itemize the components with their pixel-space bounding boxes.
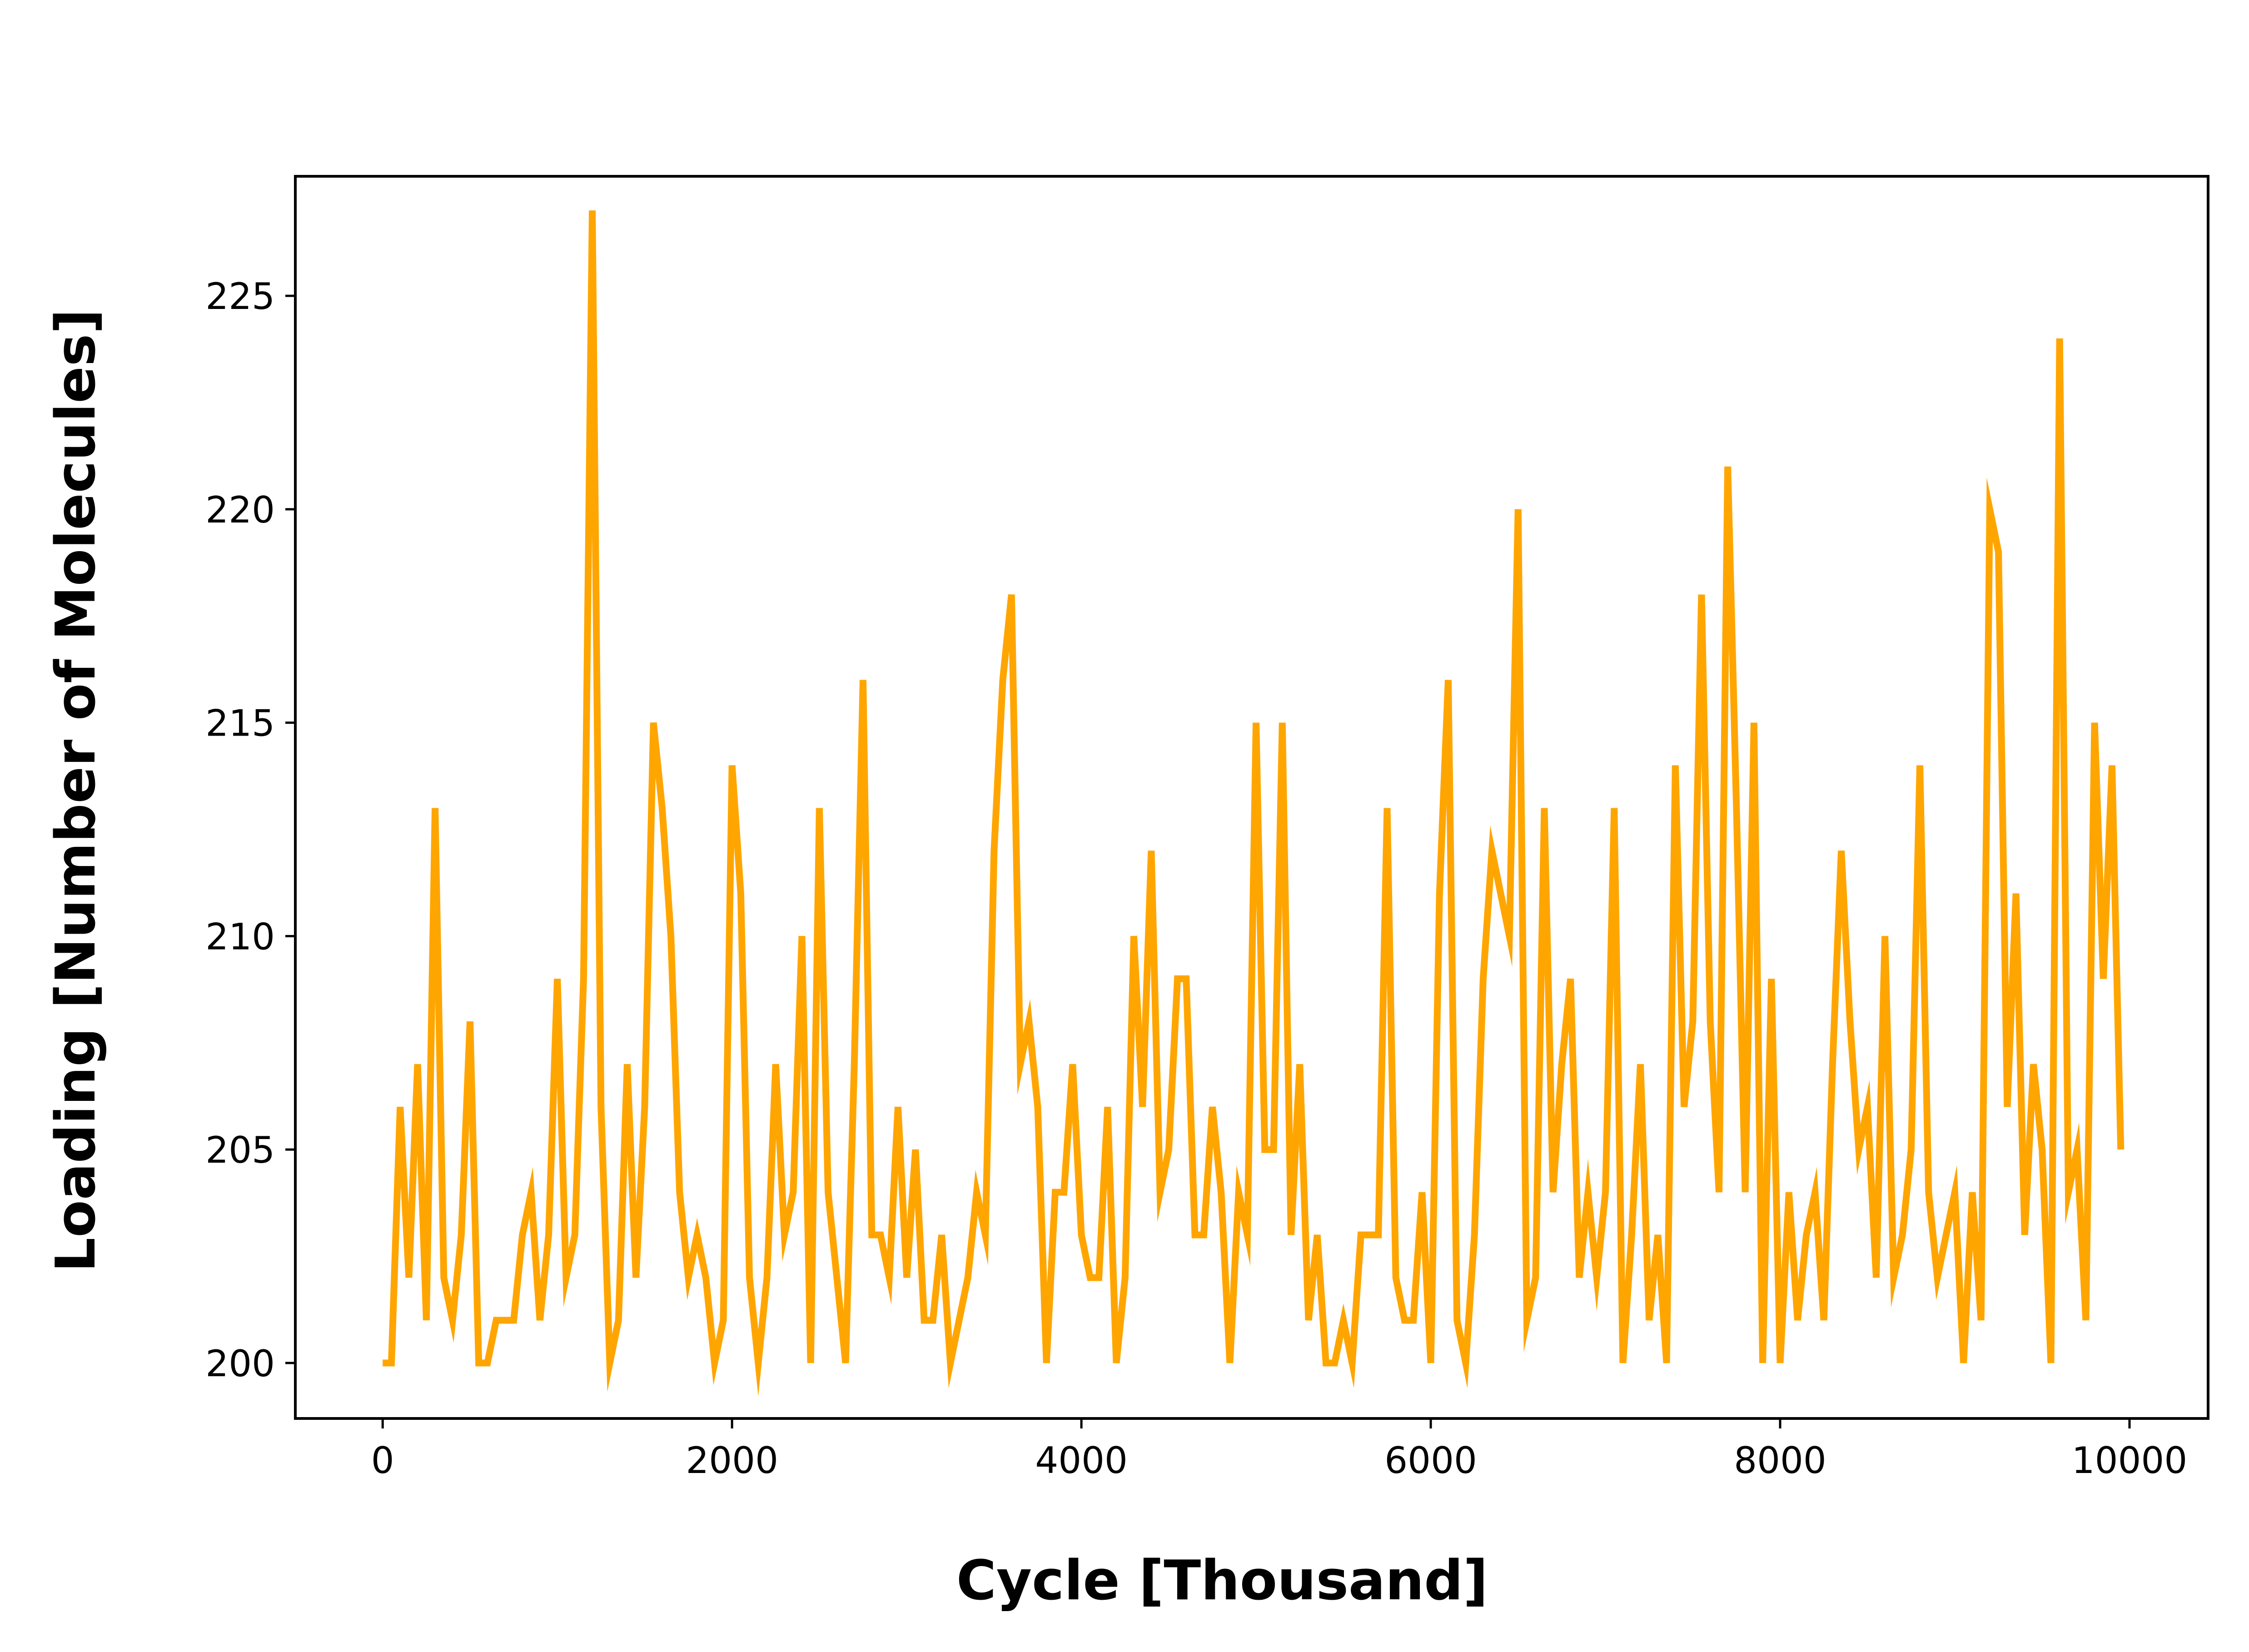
plot-area xyxy=(383,210,2125,1397)
y-axis-ticks: 200 205 210 215 220 225 xyxy=(205,275,295,1385)
x-tick-label: 0 xyxy=(371,1439,394,1482)
x-axis-ticks: 0 2000 4000 6000 8000 10000 xyxy=(371,1418,2187,1482)
x-tick-label: 2000 xyxy=(686,1439,778,1482)
y-tick-label: 220 xyxy=(205,489,275,531)
x-axis-title: Cycle [Thousand] xyxy=(956,1549,1488,1612)
y-tick-label: 205 xyxy=(205,1129,275,1171)
y-tick-label: 200 xyxy=(205,1343,275,1385)
x-tick-label: 10000 xyxy=(2072,1439,2188,1482)
x-tick-label: 6000 xyxy=(1384,1439,1477,1482)
y-tick-label: 210 xyxy=(205,916,275,958)
y-axis-title: Loading [Number of Molecules] xyxy=(45,309,108,1272)
x-tick-label: 8000 xyxy=(1734,1439,1826,1482)
plot-frame xyxy=(294,175,2209,1420)
series-line-0 xyxy=(383,210,2125,1397)
y-tick-label: 225 xyxy=(205,275,275,318)
y-tick-label: 215 xyxy=(205,702,275,745)
x-tick-label: 4000 xyxy=(1035,1439,1128,1482)
